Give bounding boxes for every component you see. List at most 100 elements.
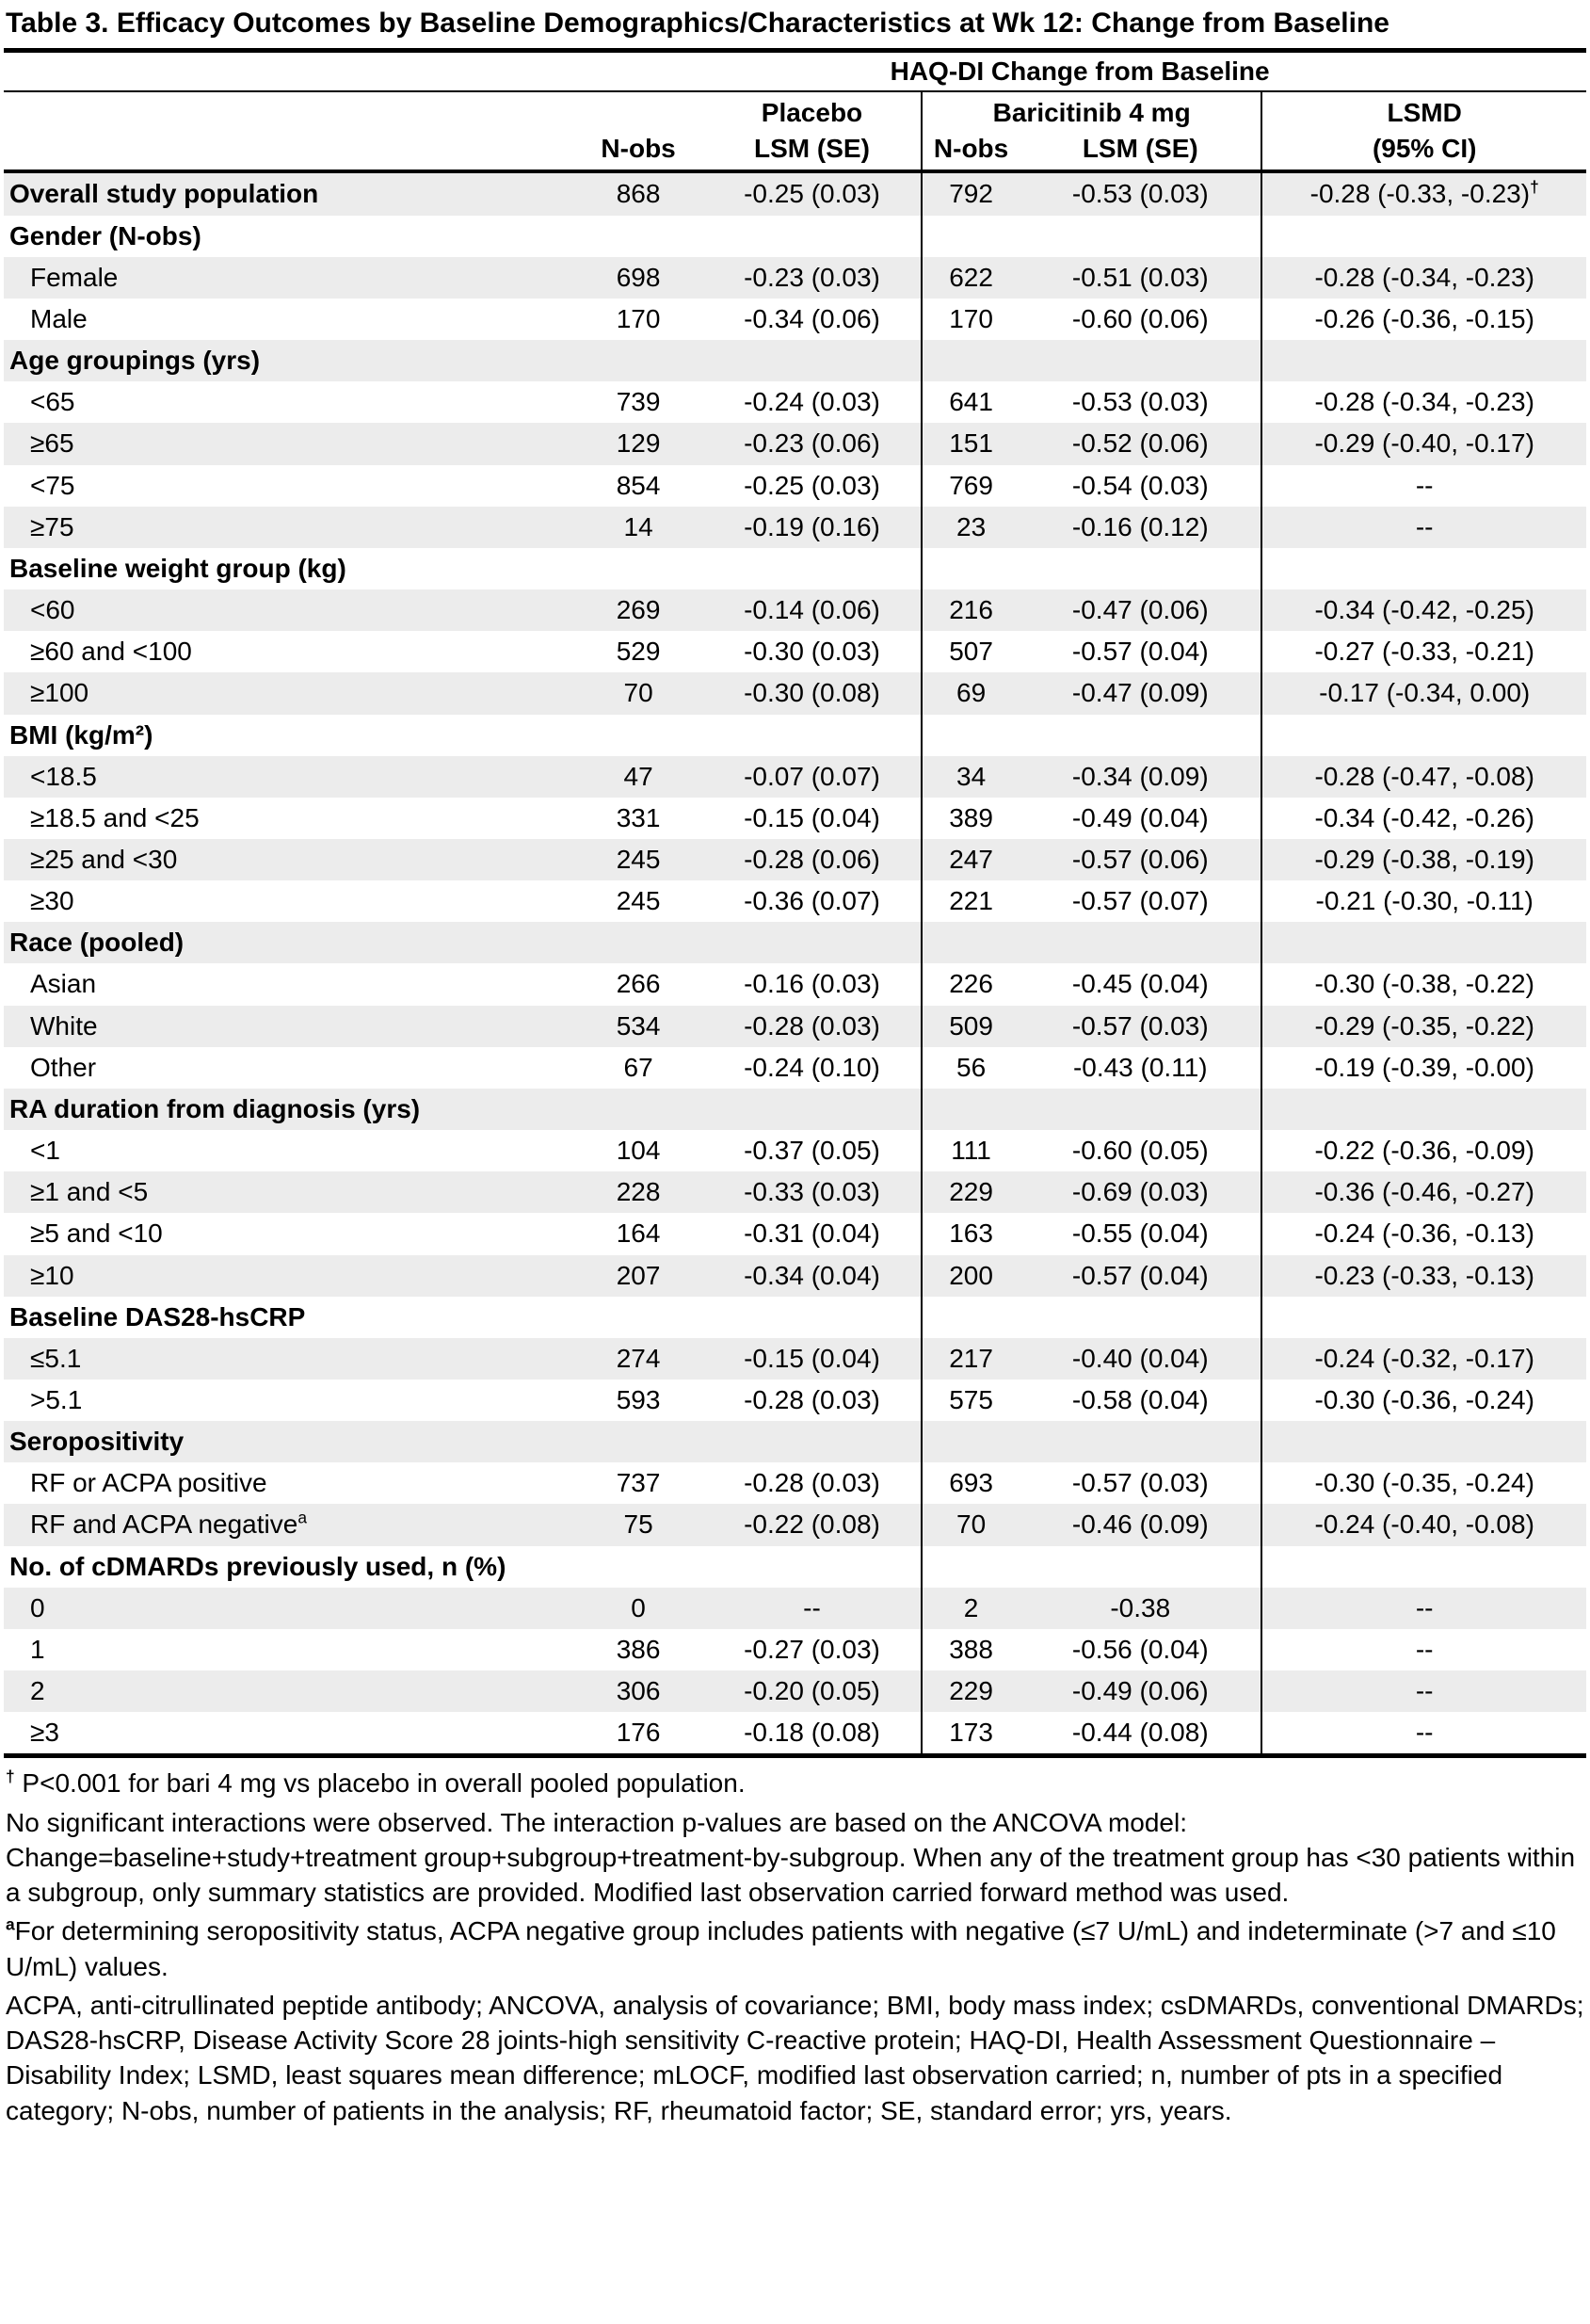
cell [573, 340, 703, 381]
cell: 698 [616, 262, 661, 292]
cell [920, 215, 1020, 257]
section-row: No. of cDMARDs previously used, n (%) [4, 1545, 1586, 1588]
section-row: Baseline weight group (kg) [4, 547, 1586, 590]
cell: 247 [920, 838, 1020, 881]
cell: -0.52 (0.06) [1071, 428, 1209, 459]
cell [1020, 340, 1261, 381]
cell [1261, 547, 1586, 590]
cell [703, 548, 922, 589]
cell [1261, 714, 1586, 756]
cell [1020, 548, 1261, 589]
cell: -0.30 (0.08) [744, 678, 880, 708]
cell: 509 [920, 1005, 1020, 1047]
row-label: Asian [30, 969, 97, 999]
cell: -0.24 (-0.32, -0.17) [1261, 1337, 1586, 1380]
cell: -0.57 (0.04) [1071, 1260, 1209, 1290]
column-header-lsm-placebo: LSM (SE) [703, 131, 922, 174]
cell [573, 216, 703, 257]
dagger-marker: † [1530, 178, 1539, 198]
cell: 0 [631, 1592, 646, 1622]
cell: -0.29 (-0.35, -0.22) [1261, 1005, 1586, 1047]
cell: 164 [616, 1218, 661, 1249]
table-row: Asian 266 -0.16 (0.03) 226 -0.45 (0.04) -0.30… [4, 963, 1586, 1006]
cell: 693 [920, 1462, 1020, 1505]
cell: -0.28 (0.03) [744, 1385, 880, 1414]
table-row: 0 0 -- 2 -0.38 -- [4, 1587, 1586, 1629]
cell [573, 715, 703, 756]
section-row: RA duration from diagnosis (yrs) [4, 1088, 1586, 1131]
cell: -0.25 (0.03) [744, 179, 880, 209]
section-row: Gender (N-obs) [4, 215, 1586, 257]
cell: 386 [616, 1634, 661, 1664]
cell: 69 [920, 672, 1020, 715]
cell: 266 [616, 969, 661, 999]
section-label: BMI (kg/m²) [9, 719, 153, 750]
table-row: <65 739 -0.24 (0.03) 641 -0.53 (0.03) -0.28 (… [4, 381, 1586, 424]
section-label: RA duration from diagnosis (yrs) [9, 1093, 421, 1123]
cell [1261, 1421, 1586, 1463]
cell [573, 1421, 703, 1462]
table-row: 2 306 -0.20 (0.05) 229 -0.49 (0.06) -- [4, 1670, 1586, 1713]
efficacy-outcomes-table: HAQ-DI Change from Baseline Placebo Bari… [4, 53, 1586, 1759]
cell: -- [1261, 506, 1586, 548]
cell: -0.15 (0.04) [744, 1343, 880, 1373]
cell: -0.20 (0.05) [744, 1676, 880, 1706]
table-row: <60 269 -0.14 (0.06) 216 -0.47 (0.06) -0.34 (… [4, 589, 1586, 632]
cell [1020, 1546, 1261, 1588]
cell: -0.07 (0.07) [744, 761, 880, 791]
row-label: >5.1 [30, 1385, 83, 1414]
cell [1020, 922, 1261, 963]
cell [1261, 1088, 1586, 1131]
cell [1261, 1545, 1586, 1588]
table-row: ≥60 and <100 529 -0.30 (0.03) 507 -0.57 (0.0… [4, 631, 1586, 673]
row-label: ≥3 [30, 1718, 59, 1748]
cell [1261, 1296, 1586, 1338]
cell: -0.30 (-0.38, -0.22) [1261, 963, 1586, 1006]
cell: -0.28 (0.06) [744, 844, 880, 874]
table-row: Other 67 -0.24 (0.10) 56 -0.43 (0.11) -0.19 (… [4, 1046, 1586, 1089]
cell: 56 [920, 1046, 1020, 1089]
row-label: <60 [30, 595, 75, 625]
cell: -0.26 (-0.36, -0.15) [1261, 298, 1586, 341]
cell: 641 [920, 381, 1020, 424]
section-label: Race (pooled) [9, 928, 185, 958]
cell: 306 [616, 1676, 661, 1706]
cell [1020, 1089, 1261, 1130]
cell: -0.55 (0.04) [1071, 1218, 1209, 1249]
cell: 274 [616, 1343, 661, 1373]
cell: -- [803, 1592, 821, 1622]
table-row: RF and ACPA negativea 75 -0.22 (0.08) 70 -0.… [4, 1504, 1586, 1546]
cell [920, 1545, 1020, 1588]
table-row: ≥10 207 -0.34 (0.04) 200 -0.57 (0.04) -0.23 (… [4, 1254, 1586, 1297]
cell: -- [1261, 1670, 1586, 1713]
cell: -0.28 (0.03) [744, 1468, 880, 1498]
cell: -0.54 (0.03) [1071, 470, 1209, 500]
cell: -0.16 (0.03) [744, 969, 880, 999]
row-label: Male [30, 303, 88, 333]
cell [703, 1297, 922, 1338]
cell [573, 1546, 703, 1588]
footnote: † P<0.001 for bari 4 mg vs placebo in ov… [6, 1767, 746, 1799]
cell: 739 [616, 387, 661, 417]
table-row: ≥75 14 -0.19 (0.16) 23 -0.16 (0.12) -- [4, 506, 1586, 548]
table-row: >5.1 593 -0.28 (0.03) 575 -0.58 (0.04) -0.30 … [4, 1380, 1586, 1422]
row-label: Other [30, 1052, 97, 1082]
cell: -0.15 (0.04) [744, 802, 880, 832]
footnotes: † P<0.001 for bari 4 mg vs placebo in ov… [4, 1758, 1586, 2129]
cell: -0.34 (0.06) [744, 303, 880, 333]
row-label: RF and ACPA negativea [30, 1509, 307, 1540]
cell: -- [1261, 1712, 1586, 1756]
cell [920, 340, 1020, 382]
cell: -0.28 (-0.33, -0.23)† [1261, 171, 1586, 216]
cell: 226 [920, 963, 1020, 1006]
cell: 2 [920, 1587, 1020, 1629]
column-header-nobs-placebo: N-obs [573, 131, 703, 174]
cell: 389 [920, 797, 1020, 839]
row-label: <75 [30, 470, 75, 500]
cell: -0.31 (0.04) [744, 1218, 880, 1249]
cell: 111 [920, 1130, 1020, 1172]
cell: 221 [920, 880, 1020, 923]
cell: 70 [920, 1504, 1020, 1546]
cell: -0.57 (0.07) [1071, 886, 1209, 916]
cell: 507 [920, 631, 1020, 673]
